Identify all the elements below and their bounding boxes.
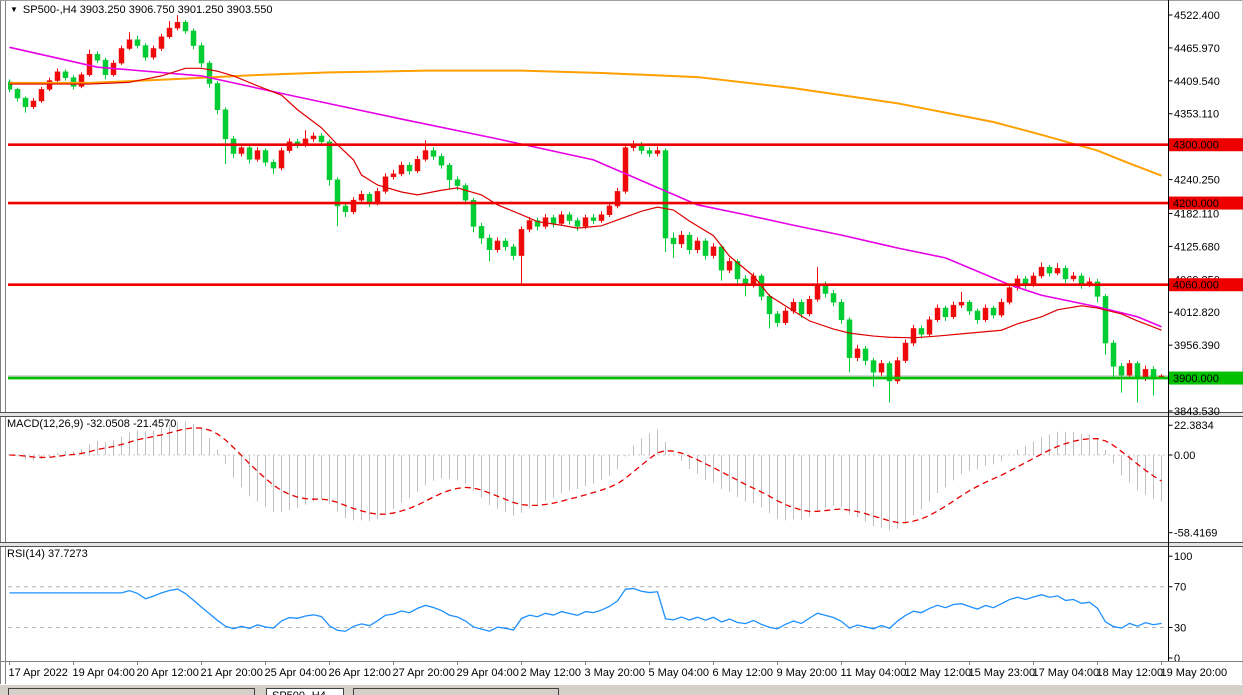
horizontal-level-lines	[8, 143, 1168, 380]
chart-tab-1[interactable]	[8, 688, 255, 695]
time-axis[interactable]: 17 Apr 2022 19 Apr 04:00 20 Apr 12:00 21 Ap…	[0, 661, 1243, 679]
macd-tick-label: 22.3834	[1174, 420, 1214, 432]
price-level-badge: 4200.000	[1169, 196, 1243, 210]
rsi-panel[interactable]	[8, 586, 1168, 632]
rsi-tick-label: 30	[1174, 622, 1186, 634]
time-tick-label: 29 Apr 04:00	[457, 667, 519, 679]
time-tick-label: 20 Apr 12:00	[137, 667, 199, 679]
symbol-info-bar: ▼ SP500-,H4 3903.250 3906.750 3901.250 39…	[10, 4, 272, 16]
rsi-tick-label: 70	[1174, 582, 1186, 594]
macd-indicator-label: MACD(12,26,9) -32.0508 -21.4570	[7, 418, 177, 430]
price-tick-label: 3956.390	[1174, 340, 1220, 352]
time-tick-label: 11 May 04:00	[841, 667, 907, 679]
price-badge-label: 4060.000	[1173, 280, 1219, 292]
time-tick-label: 9 May 20:00	[777, 667, 838, 679]
macd-tick-label: 0.00	[1174, 450, 1195, 462]
price-tick-label: 4240.250	[1174, 175, 1220, 187]
price-tick-label: 4465.970	[1174, 43, 1220, 55]
price-tick-label: 3843.530	[1174, 406, 1220, 418]
price-tick-label: 4522.400	[1174, 10, 1220, 22]
time-tick-label: 18 May 12:00	[1097, 667, 1164, 679]
panel-separator-2[interactable]	[0, 542, 1243, 548]
time-tick-label: 19 Apr 04:00	[73, 667, 135, 679]
time-tick-label: 6 May 12:00	[713, 667, 774, 679]
time-tick-label: 19 May 20:00	[1161, 667, 1228, 679]
rsi-indicator-label: RSI(14) 37.7273	[7, 548, 88, 560]
time-tick-label: 26 Apr 12:00	[329, 667, 391, 679]
chart-tab-bar: SP500-,H4	[0, 684, 1243, 695]
time-tick-label: 12 May 12:00	[905, 667, 972, 679]
slow-ma-orange	[9, 69, 1162, 177]
time-tick-label: 3 May 20:00	[585, 667, 646, 679]
symbol-ohlc-label: SP500-,H4 3903.250 3906.750 3901.250 390…	[22, 4, 273, 16]
price-axis[interactable]: 4522.4004465.9704409.5404353.1104296.680…	[1168, 0, 1243, 661]
chart-tab-3[interactable]	[353, 688, 559, 695]
price-tick-label: 4012.820	[1174, 307, 1220, 319]
time-tick-label: 15 May 23:00	[969, 667, 1036, 679]
time-tick-label: 25 Apr 04:00	[265, 667, 327, 679]
time-tick-label: 17 May 04:00	[1033, 667, 1100, 679]
price-level-badge: 3900.000	[1169, 371, 1243, 385]
price-badge-label: 4200.000	[1173, 198, 1219, 210]
price-level-badge: 4060.000	[1169, 278, 1243, 292]
macd-panel[interactable]	[8, 421, 1168, 531]
price-level-badge: 4300.000	[1169, 138, 1243, 152]
time-tick-label: 27 Apr 20:00	[393, 667, 455, 679]
macd-axis[interactable]: 22.3834 0.00 -58.4169	[1168, 420, 1217, 540]
moving-average-lines	[9, 46, 1162, 339]
time-tick-label: 21 Apr 20:00	[201, 667, 263, 679]
rsi-axis[interactable]: 100 70 30 0	[1168, 551, 1192, 665]
mid-ma-magenta	[9, 46, 1162, 328]
panel-separator-1[interactable]	[0, 412, 1243, 418]
price-tick-label: 4182.110	[1174, 208, 1219, 220]
chart-tab-sp500[interactable]: SP500-,H4	[266, 688, 344, 695]
time-tick-label: 5 May 04:00	[649, 667, 710, 679]
symbol-dropdown-icon[interactable]: ▼	[10, 5, 18, 14]
price-badge-label: 4300.000	[1173, 140, 1219, 152]
price-badge-label: 3900.000	[1173, 373, 1219, 385]
rsi-line	[9, 587, 1162, 632]
macd-signal-line	[9, 427, 1162, 524]
rsi-tick-label: 0	[1174, 653, 1180, 665]
price-tick-label: 4125.680	[1174, 241, 1220, 253]
rsi-tick-label: 100	[1174, 551, 1192, 563]
price-tick-label: 4353.110	[1174, 109, 1219, 121]
time-tick-label: 17 Apr 2022	[9, 667, 68, 679]
fast-ma-red	[9, 67, 1162, 339]
time-tick-label: 2 May 12:00	[521, 667, 582, 679]
macd-tick-label: -58.4169	[1174, 528, 1217, 540]
price-tick-label: 4409.540	[1174, 76, 1220, 88]
